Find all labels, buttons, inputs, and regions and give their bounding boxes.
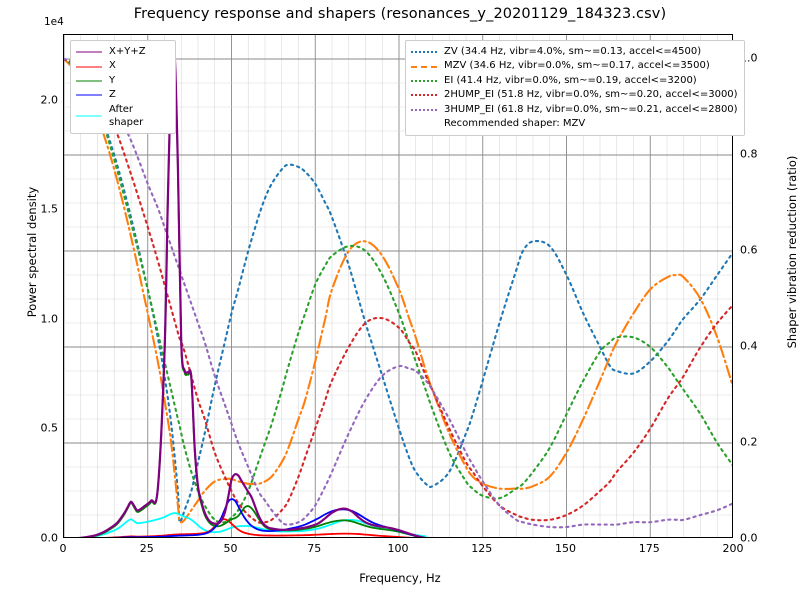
y-axis-offset-text: 1e4 xyxy=(44,16,64,28)
legend-item-3hump-ei[interactable]: 3HUMP_EI (61.8 Hz, vibr=0.0%, sm~=0.21, … xyxy=(411,103,738,117)
x-tick-label: 175 xyxy=(638,542,660,555)
legend-item-ei[interactable]: EI (41.4 Hz, vibr=0.0%, sm~=0.19, accel<… xyxy=(411,74,738,88)
x-tick-label: 200 xyxy=(722,542,744,555)
legend-item-label: Z xyxy=(109,89,116,101)
y-tick-label-right: 0.4 xyxy=(740,339,758,353)
x-tick-label: 25 xyxy=(139,542,154,555)
legend-line-sample xyxy=(76,61,102,72)
x-tick-label: 50 xyxy=(223,542,238,555)
legend-item-label: ZV (34.4 Hz, vibr=4.0%, sm~=0.13, accel<… xyxy=(444,46,702,57)
legend-line-sample xyxy=(76,47,102,58)
legend-item-mzv[interactable]: MZV (34.6 Hz, vibr=0.0%, sm~=0.17, accel… xyxy=(411,59,738,73)
legend-item-label: 2HUMP_EI (51.8 Hz, vibr=0.0%, sm~=0.20, … xyxy=(444,89,738,101)
y-tick-label-right: 0.2 xyxy=(740,435,758,449)
legend-item-after-shaper[interactable]: After shaper xyxy=(76,103,169,129)
x-tick-label: 75 xyxy=(307,542,322,555)
legend-item-y[interactable]: Y xyxy=(76,74,169,88)
legend-line-sample xyxy=(76,110,102,121)
legend-line-sample xyxy=(411,104,437,115)
y-axis-label-left: Power spectral density xyxy=(25,186,39,318)
legend-item-x[interactable]: X xyxy=(76,59,169,73)
legend-item-label: Y xyxy=(109,74,116,86)
legend-line-sample xyxy=(411,47,437,58)
y-tick-label-right: 1.0 xyxy=(740,51,758,65)
legend-item-label: X xyxy=(109,60,116,72)
y-tick-label-left: 0.5 xyxy=(40,421,59,435)
recommended-shaper-note: Recommended shaper: MZV xyxy=(444,118,586,130)
legend-line-sample xyxy=(411,76,437,87)
legend-item-label: MZV (34.6 Hz, vibr=0.0%, sm~=0.17, accel… xyxy=(444,60,710,72)
y-tick-label-right: 0.0 xyxy=(740,531,758,545)
legend-item-label: After shaper xyxy=(109,103,144,128)
y-tick-label-right: 0.6 xyxy=(740,243,758,257)
x-axis-label: Frequency, Hz xyxy=(359,571,441,585)
y-tick-label-left: 2.0 xyxy=(40,93,59,107)
y-tick-label-left: 1.0 xyxy=(40,312,59,326)
legend-line-sample xyxy=(411,90,437,101)
legend-item-label: EI (41.4 Hz, vibr=0.0%, sm~=0.19, accel<… xyxy=(444,74,697,86)
legend-line-sample xyxy=(411,61,437,72)
y-tick-label-left: 1.5 xyxy=(40,202,59,216)
legend-shapers[interactable]: ZV (34.4 Hz, vibr=4.0%, sm~=0.13, accel<… xyxy=(405,40,745,137)
legend-item-label: X+Y+Z xyxy=(109,46,146,57)
legend-item-z[interactable]: Z xyxy=(76,88,169,102)
x-tick-label: 125 xyxy=(471,542,493,555)
legend-item-x-y-z[interactable]: X+Y+Z xyxy=(76,45,169,59)
legend-line-sample xyxy=(76,90,102,101)
x-tick-label: 150 xyxy=(555,542,576,555)
x-tick-label: 0 xyxy=(59,542,67,555)
page-title: Frequency response and shapers (resonanc… xyxy=(133,6,667,22)
legend-line-sample xyxy=(76,76,102,87)
legend-item-2hump-ei[interactable]: 2HUMP_EI (51.8 Hz, vibr=0.0%, sm~=0.20, … xyxy=(411,88,738,102)
legend-item-label: 3HUMP_EI (61.8 Hz, vibr=0.0%, sm~=0.21, … xyxy=(444,103,738,115)
y-tick-label-right: 0.8 xyxy=(740,147,758,161)
legend-psd[interactable]: X+Y+Z X Y Z After shaper xyxy=(70,40,176,134)
x-tick-label: 100 xyxy=(387,542,409,555)
legend-item-zv[interactable]: ZV (34.4 Hz, vibr=4.0%, sm~=0.13, accel<… xyxy=(411,45,738,59)
y-tick-label-left: 0.0 xyxy=(40,531,59,545)
